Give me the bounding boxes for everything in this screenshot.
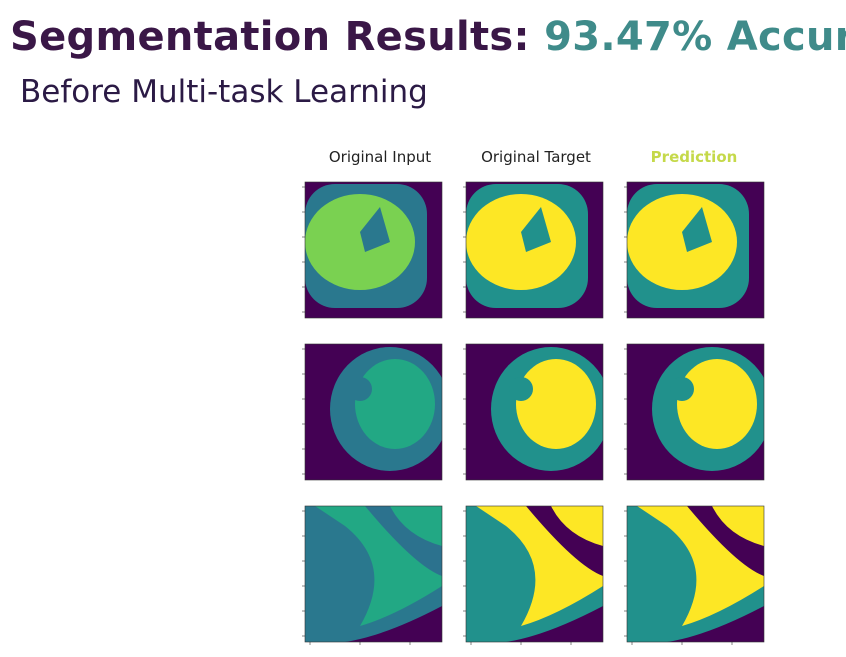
matter: [355, 359, 435, 449]
column-header: Prediction: [651, 148, 738, 166]
brain-panel: [305, 182, 442, 318]
fissure: [365, 506, 442, 576]
structure: [348, 377, 372, 401]
structure: [670, 377, 694, 401]
panel-frame: [465, 343, 604, 481]
title: Segmentation Results: 93.47% Accuracy: [10, 14, 846, 60]
panel-frame: [626, 505, 765, 643]
brain-panel: [627, 182, 764, 318]
structure: [509, 377, 533, 401]
panel-frame: [465, 505, 604, 643]
fissure: [526, 506, 603, 576]
brain-panel: [466, 182, 603, 318]
brain-panel: [627, 506, 764, 642]
fissure: [687, 506, 764, 576]
panel-frame: [304, 181, 443, 319]
matter: [516, 359, 596, 449]
ventricle: [521, 207, 551, 252]
brain-panel: [305, 344, 442, 480]
ventricle: [360, 207, 390, 252]
panel-frame: [304, 343, 443, 481]
column-header: Original Input: [329, 148, 431, 166]
brain-panel: [466, 344, 603, 480]
panel-frame: [304, 505, 443, 643]
subtitle: Before Multi-task Learning: [20, 74, 428, 110]
panel-frame: [626, 343, 765, 481]
matter: [466, 194, 576, 290]
accuracy: 93.47% Accuracy: [544, 14, 846, 60]
matter: [677, 359, 757, 449]
brain-panel: [627, 344, 764, 480]
matter: [627, 194, 737, 290]
column-header: Original Target: [481, 148, 591, 166]
brain-panel: [305, 506, 442, 642]
brain-panel: [466, 506, 603, 642]
title-text: Segmentation Results:: [10, 14, 530, 60]
matter: [305, 194, 415, 290]
ventricle: [682, 207, 712, 252]
panel-frame: [465, 181, 604, 319]
panel-frame: [626, 181, 765, 319]
